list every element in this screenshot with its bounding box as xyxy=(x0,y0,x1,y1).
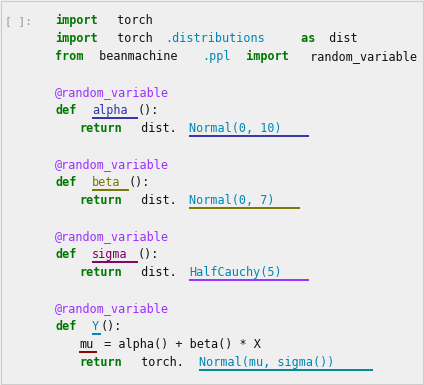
Text: ():: (): xyxy=(138,104,159,117)
Text: dist.: dist. xyxy=(134,266,177,279)
Text: def: def xyxy=(55,248,76,261)
Text: return: return xyxy=(79,266,122,279)
Text: .distributions: .distributions xyxy=(165,32,265,45)
Text: beanmachine: beanmachine xyxy=(92,50,177,63)
Text: beta: beta xyxy=(92,176,120,189)
Text: import: import xyxy=(239,50,289,63)
Text: sigma: sigma xyxy=(92,248,127,261)
Text: dist.: dist. xyxy=(134,194,177,207)
Text: .ppl: .ppl xyxy=(202,50,231,63)
Text: mu: mu xyxy=(79,338,93,351)
Text: ():: (): xyxy=(138,248,159,261)
Text: Normal(0, 7): Normal(0, 7) xyxy=(190,194,275,207)
Text: def: def xyxy=(55,104,76,117)
Text: dist: dist xyxy=(322,32,357,45)
Text: return: return xyxy=(79,194,122,207)
Text: return: return xyxy=(79,122,122,135)
Text: dist.: dist. xyxy=(134,122,177,135)
Text: from: from xyxy=(55,50,84,63)
Text: ():: (): xyxy=(128,176,150,189)
Text: = alpha() + beta() * X: = alpha() + beta() * X xyxy=(98,338,261,351)
Text: Normal(mu, sigma()): Normal(mu, sigma()) xyxy=(198,356,334,369)
Text: [ ]:: [ ]: xyxy=(5,16,32,26)
Text: def: def xyxy=(55,320,76,333)
Text: @random_variable: @random_variable xyxy=(55,302,169,315)
Text: Y: Y xyxy=(92,320,99,333)
Text: as: as xyxy=(294,32,315,45)
Text: def: def xyxy=(55,176,76,189)
Text: import: import xyxy=(55,14,98,27)
Text: @random_variable: @random_variable xyxy=(55,86,169,99)
Text: alpha: alpha xyxy=(92,104,127,117)
Text: ():: (): xyxy=(101,320,123,333)
Text: torch: torch xyxy=(110,14,153,27)
Text: HalfCauchy(5): HalfCauchy(5) xyxy=(190,266,282,279)
Text: random_variable: random_variable xyxy=(303,50,417,63)
Text: torch: torch xyxy=(110,32,153,45)
Text: @random_variable: @random_variable xyxy=(55,230,169,243)
Text: torch.: torch. xyxy=(134,356,184,369)
Text: return: return xyxy=(79,356,122,369)
Text: @random_variable: @random_variable xyxy=(55,158,169,171)
Text: Normal(0, 10): Normal(0, 10) xyxy=(190,122,282,135)
Text: import: import xyxy=(55,32,98,45)
